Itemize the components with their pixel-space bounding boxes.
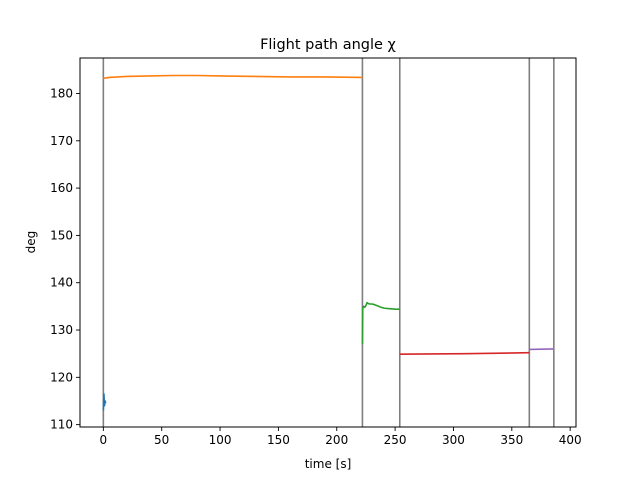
- y-axis-label: deg: [24, 231, 38, 254]
- data-series: [102, 74, 554, 411]
- y-tick-label: 130: [50, 323, 73, 337]
- x-tick-label: 50: [154, 433, 169, 447]
- x-tick-label: 300: [442, 433, 465, 447]
- series-line-2: [103, 74, 363, 80]
- phase-boundary-lines: [102, 58, 555, 427]
- series-line-1: [102, 393, 107, 411]
- y-tick-label: 120: [50, 370, 73, 384]
- x-tick-label: 200: [325, 433, 348, 447]
- plot-frame: [79, 57, 577, 428]
- x-tick-label: 250: [384, 433, 407, 447]
- series-line-3: [361, 301, 400, 345]
- y-tick-label: 160: [50, 181, 73, 195]
- y-axis-ticks: 110 120 130 140 150 160 170 180: [50, 86, 80, 432]
- chart-title: Flight path angle χ: [260, 37, 396, 53]
- x-tick-label: 350: [500, 433, 523, 447]
- y-tick-label: 180: [50, 86, 73, 100]
- x-tick-label: 400: [559, 433, 582, 447]
- plot-background: [80, 58, 576, 427]
- y-tick-label: 170: [50, 134, 73, 148]
- x-axis-label: time [s]: [305, 457, 352, 471]
- x-tick-label: 150: [267, 433, 290, 447]
- x-axis-ticks: 0 50 100 150 200 250 300 350 400: [100, 427, 582, 447]
- series-line-4: [399, 351, 530, 355]
- y-tick-label: 140: [50, 276, 73, 290]
- y-tick-label: 110: [50, 418, 73, 432]
- x-tick-label: 100: [209, 433, 232, 447]
- plot-area: [79, 57, 577, 428]
- y-tick-label: 150: [50, 228, 73, 242]
- x-tick-label: 0: [100, 433, 108, 447]
